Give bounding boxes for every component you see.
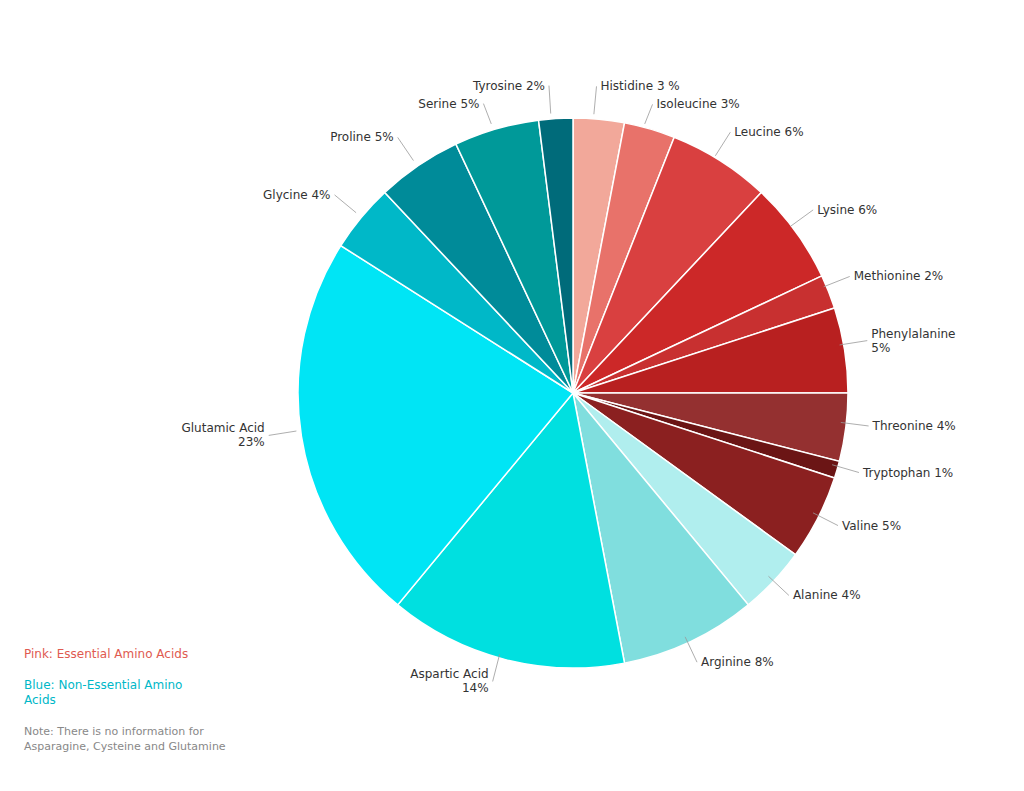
svg-text:Aspartic Acid14%: Aspartic Acid14% bbox=[410, 667, 488, 695]
svg-text:Alanine 4%: Alanine 4% bbox=[793, 588, 861, 602]
svg-text:Glycine 4%: Glycine 4% bbox=[263, 188, 331, 202]
html-text:Pink: Essential Amino Acids: Pink: Essential Amino Acids bbox=[24, 647, 189, 661]
svg-text:Glutamic Acid23%: Glutamic Acid23% bbox=[181, 421, 264, 449]
svg-text:Methionine 2%: Methionine 2% bbox=[854, 269, 944, 283]
svg-text:Phenylalanine5%: Phenylalanine5% bbox=[871, 327, 955, 355]
svg-text:Tryptophan 1%: Tryptophan 1% bbox=[862, 466, 953, 480]
svg-text:Lysine 6%: Lysine 6% bbox=[817, 203, 877, 217]
html-text:Note: There is no information: Note: There is no information for Aspara… bbox=[24, 725, 226, 753]
svg-text:Valine 5%: Valine 5% bbox=[842, 519, 901, 533]
svg-text:Threonine 4%: Threonine 4% bbox=[872, 419, 956, 433]
svg-text:Proline 5%: Proline 5% bbox=[330, 130, 394, 144]
svg-text:Isoleucine 3%: Isoleucine 3% bbox=[657, 97, 740, 111]
svg-text:Histidine 3 %: Histidine 3 % bbox=[601, 79, 680, 93]
html-text:Blue: Non-Essential Amino Acid: Blue: Non-Essential Amino Acids bbox=[24, 678, 183, 707]
svg-text:Tyrosine 2%: Tyrosine 2% bbox=[472, 79, 545, 93]
svg-text:Serine 5%: Serine 5% bbox=[418, 97, 479, 111]
svg-text:Leucine 6%: Leucine 6% bbox=[734, 125, 803, 139]
svg-text:Arginine 8%: Arginine 8% bbox=[701, 655, 774, 669]
